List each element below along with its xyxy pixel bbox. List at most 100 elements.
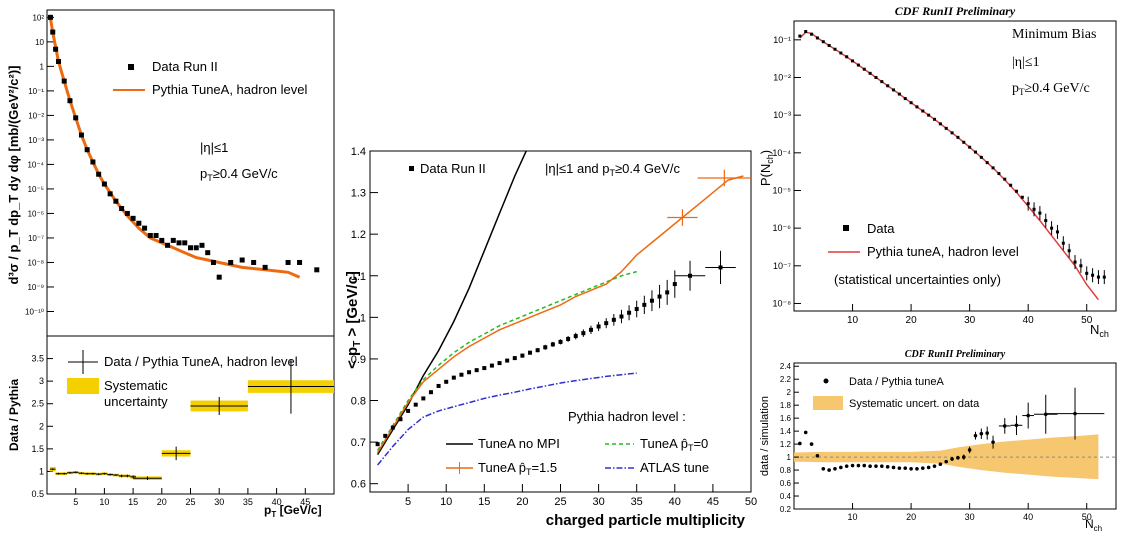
p3-legend-nompi: TuneA no MPI <box>478 436 560 451</box>
p3-data-point <box>489 363 494 368</box>
mean-pt-xlabel: charged particle multiplicity <box>546 512 746 529</box>
p1-data-point <box>124 210 130 216</box>
pt-ratio-ylabel: Data / Pythia <box>7 379 21 451</box>
p4-data-point <box>874 75 878 79</box>
p3-legend-data-marker <box>409 166 414 171</box>
p3-data-point <box>642 302 647 307</box>
p4-data-point <box>944 126 948 130</box>
p5-ytick-label: 1.6 <box>780 414 792 423</box>
p3-data-point <box>649 298 654 303</box>
p2-xtick-label: 30 <box>214 497 224 507</box>
p4-pt: pT≥0.4 GeV/c <box>1012 81 1090 97</box>
p5-xlabel: Nch <box>1085 517 1102 533</box>
p4-data-point <box>833 47 837 51</box>
p4-data-point <box>845 55 849 59</box>
p5-data-point <box>897 466 902 470</box>
p4-data-point <box>1073 260 1077 264</box>
p4-data-point <box>1102 275 1106 279</box>
p4-data-point <box>880 80 884 84</box>
p2-ytick-label: 2.5 <box>31 399 44 409</box>
p1-data-point <box>159 237 165 243</box>
p3-data-point <box>619 314 624 319</box>
p3-data-point <box>390 425 395 430</box>
p4-ylabel: P(Nch) <box>758 150 775 186</box>
p4-ytick-label: 10⁻⁵ <box>773 185 792 195</box>
p1-data-point <box>147 233 153 239</box>
p4-data-point <box>1079 264 1083 268</box>
p3-ytick-label: 1.1 <box>351 271 366 283</box>
p4-data-point <box>915 105 919 109</box>
p5-data-point <box>938 462 943 467</box>
p1-data-point <box>199 242 205 248</box>
p5-data-point <box>979 431 984 436</box>
p5-ytick-label: 1.2 <box>780 440 792 449</box>
p1-ytick-label: 10⁻¹⁰ <box>25 307 44 316</box>
p1-data-point <box>170 237 176 243</box>
p1-data-point <box>182 240 188 246</box>
p5-data-point <box>798 441 802 446</box>
p4-ytick-label: 10⁻⁶ <box>773 223 792 233</box>
p5-data-point <box>985 431 989 435</box>
p4-ytick-label: 10⁻¹ <box>773 35 791 45</box>
p3-data-point <box>413 402 418 407</box>
p4-data-point <box>1091 273 1095 277</box>
p5-legend-data-marker <box>823 378 829 384</box>
p2-ytick-label: 0.5 <box>31 489 44 499</box>
p4-legend-mc: Pythia tuneA, hadron level <box>867 244 1019 259</box>
p1-data-point <box>113 198 119 204</box>
p1-data-point <box>205 250 211 256</box>
p3-data-point <box>611 317 616 322</box>
p5-data-point <box>961 455 966 459</box>
p3-xtick-label: 20 <box>516 496 528 508</box>
p5-ytick-label: 0.6 <box>780 479 792 488</box>
p3-data-point <box>665 290 670 295</box>
pt-spectrum-plot: 10² 10 1 10⁻¹ 10⁻² 10⁻³ 10⁻⁴ 10⁻⁵ 10⁻⁶ 10⁻⁷ 10⁻⁸ 10… <box>25 13 320 316</box>
p5-data-point <box>833 466 837 471</box>
p4-data-point <box>886 84 890 88</box>
p3-data-point <box>528 350 533 355</box>
p1-data-point <box>193 245 199 251</box>
p5-ytick-label: 0.8 <box>780 466 792 475</box>
p1-data-point <box>297 259 303 265</box>
p4-data-point <box>839 51 843 55</box>
p3-series-3 <box>377 372 637 466</box>
p5-ytick-label: 2.4 <box>780 362 792 371</box>
p4-data-point <box>856 63 860 67</box>
p2-legend-sys-swatch <box>67 378 99 394</box>
p1-data-point <box>285 259 291 265</box>
p5-legend-data: Data / Pythia tuneA <box>849 376 944 388</box>
p4-data-point <box>892 88 896 92</box>
p3-ytick-label: 0.9 <box>351 354 366 366</box>
p2-xtick-label: 45 <box>300 497 310 507</box>
p4-data-point <box>973 150 977 154</box>
p1-data-point <box>101 181 107 187</box>
p4-eta: |η|≤1 <box>1012 55 1040 70</box>
p1-mc-curve <box>48 14 301 279</box>
p3-xtick-label: 50 <box>745 496 757 508</box>
p4-data-point <box>1026 202 1030 206</box>
p1-ytick-label: 10⁻⁵ <box>28 185 44 194</box>
nch-dist-plot: 10 20 30 40 50 10⁻¹ 10⁻² 10⁻³ 10⁻⁴ 10⁻⁵ 10⁻⁶ 10⁻⁷ 10… <box>772 30 1106 326</box>
p3-cuts: |η|≤1 and pT≥0.4 GeV/c <box>545 161 680 178</box>
p5-data-point <box>903 466 908 470</box>
p5-data-point <box>956 455 960 460</box>
p4-legend-data: Data <box>867 221 895 236</box>
p4-title: CDF RunII Preliminary <box>895 4 1016 18</box>
p1-ytick-label: 10² <box>32 13 44 22</box>
p5-ytick-label: 1.4 <box>780 427 792 436</box>
p4-data-point <box>962 140 966 144</box>
p2-ytick-label: 1.5 <box>31 444 44 454</box>
p3-data-point <box>550 342 555 347</box>
p1-ytick-label: 1 <box>40 62 45 71</box>
p1-data-point <box>142 225 148 231</box>
p3-series-1 <box>376 270 637 451</box>
p5-data-point <box>921 466 925 470</box>
p5-data-point <box>821 466 826 471</box>
p3-series-0 <box>376 151 528 455</box>
p3-data-point <box>520 353 525 358</box>
p5-data-point <box>862 463 867 468</box>
p3-legend-pt15: TuneA p̂T=1.5 <box>478 460 557 477</box>
p1-legend-mc: Pythia TuneA, hadron level <box>152 82 307 97</box>
p1-data-point <box>188 245 193 251</box>
p5-xtick-label: 10 <box>848 512 858 522</box>
